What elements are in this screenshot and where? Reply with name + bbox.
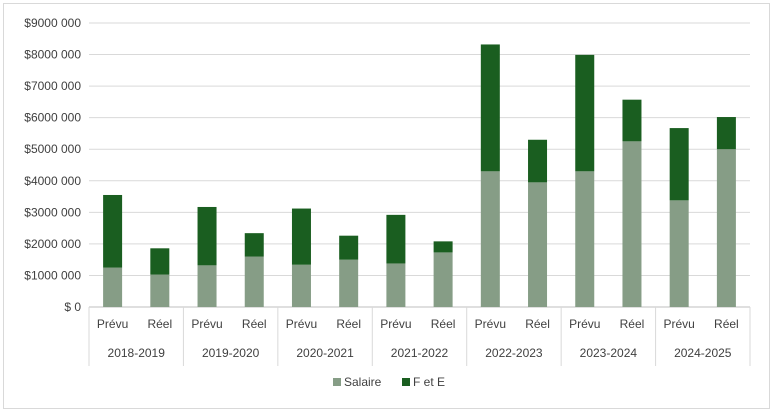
- bar-f-et-e: [103, 194, 123, 268]
- y-tick-label: $ 0: [64, 300, 81, 314]
- x-subcategory-label: Réel: [336, 317, 361, 331]
- x-subcategory-label: Prévu: [663, 317, 694, 331]
- bar-f-et-e: [716, 117, 736, 150]
- bar-salaire: [575, 171, 595, 307]
- y-tick-label: $5000 000: [24, 142, 81, 156]
- chart-area: [3, 3, 770, 409]
- x-group-label: 2021-2022: [391, 346, 449, 360]
- x-subcategory-label: Réel: [525, 317, 550, 331]
- x-subcategory-label: Réel: [714, 317, 739, 331]
- bar-salaire: [669, 200, 689, 307]
- y-tick-label: $1000 000: [24, 268, 81, 282]
- x-group-label: 2018-2019: [108, 346, 166, 360]
- legend-swatch: [402, 378, 410, 386]
- x-subcategory-label: Prévu: [97, 317, 128, 331]
- bar-salaire: [291, 264, 311, 307]
- x-subcategory-label: Prévu: [191, 317, 222, 331]
- bar-f-et-e: [339, 235, 359, 260]
- legend-label: Salaire: [344, 375, 382, 389]
- x-subcategory-label: Réel: [431, 317, 456, 331]
- y-tick-label: $8000 000: [24, 48, 81, 62]
- x-subcategory-label: Prévu: [286, 317, 317, 331]
- x-group-label: 2019-2020: [202, 346, 260, 360]
- bar-f-et-e: [150, 248, 170, 275]
- bar-salaire: [150, 274, 170, 307]
- bar-f-et-e: [622, 99, 642, 142]
- y-tick-label: $9000 000: [24, 16, 81, 30]
- x-subcategory-label: Réel: [242, 317, 267, 331]
- bar-f-et-e: [386, 214, 406, 264]
- bar-salaire: [480, 171, 500, 307]
- x-subcategory-label: Prévu: [380, 317, 411, 331]
- bar-salaire: [197, 265, 217, 307]
- x-group-label: 2022-2023: [485, 346, 543, 360]
- bar-f-et-e: [575, 54, 595, 172]
- bar-salaire: [433, 252, 453, 307]
- bar-f-et-e: [669, 128, 689, 201]
- x-subcategory-label: Réel: [147, 317, 172, 331]
- y-tick-label: $3000 000: [24, 205, 81, 219]
- bar-f-et-e: [197, 206, 217, 266]
- legend-label: F et E: [413, 375, 445, 389]
- bar-f-et-e: [480, 44, 500, 172]
- y-tick-label: $4000 000: [24, 174, 81, 188]
- x-group-label: 2020-2021: [296, 346, 354, 360]
- bar-f-et-e: [528, 139, 548, 183]
- x-group-label: 2023-2024: [580, 346, 638, 360]
- bar-salaire: [716, 149, 736, 307]
- y-tick-label: $7000 000: [24, 79, 81, 93]
- y-tick-label: $6000 000: [24, 111, 81, 125]
- bar-f-et-e: [433, 241, 453, 253]
- x-subcategory-label: Réel: [620, 317, 645, 331]
- legend-swatch: [333, 378, 341, 386]
- bar-f-et-e: [244, 233, 264, 257]
- x-group-label: 2024-2025: [674, 346, 732, 360]
- y-tick-label: $2000 000: [24, 237, 81, 251]
- x-subcategory-label: Prévu: [569, 317, 600, 331]
- bar-salaire: [528, 182, 548, 307]
- bar-salaire: [339, 259, 359, 307]
- bar-salaire: [244, 256, 264, 307]
- bar-salaire: [622, 141, 642, 307]
- x-subcategory-label: Prévu: [475, 317, 506, 331]
- bar-salaire: [386, 263, 406, 307]
- bar-salaire: [103, 267, 123, 307]
- bar-f-et-e: [291, 208, 311, 265]
